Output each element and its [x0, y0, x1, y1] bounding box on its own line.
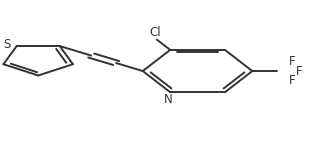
Text: Cl: Cl — [149, 26, 161, 40]
Text: S: S — [3, 38, 10, 51]
Text: F: F — [295, 65, 302, 78]
Text: N: N — [164, 93, 173, 106]
Text: F: F — [289, 74, 295, 87]
Text: F: F — [289, 55, 295, 68]
